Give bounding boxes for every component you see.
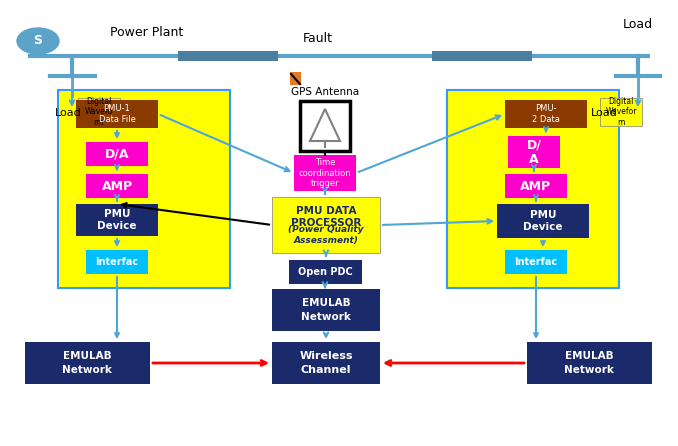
Text: Fault: Fault (303, 32, 333, 45)
FancyBboxPatch shape (527, 342, 652, 384)
Text: Load: Load (55, 108, 82, 118)
FancyBboxPatch shape (290, 72, 301, 85)
FancyBboxPatch shape (508, 136, 560, 168)
Text: Network: Network (301, 312, 351, 322)
Text: S: S (33, 34, 43, 48)
Text: PMU-
2 Data: PMU- 2 Data (532, 104, 560, 124)
FancyBboxPatch shape (505, 100, 587, 128)
Text: EMULAB: EMULAB (565, 351, 614, 361)
FancyBboxPatch shape (86, 250, 148, 274)
FancyBboxPatch shape (25, 342, 150, 384)
Text: PMU
Device: PMU Device (523, 210, 563, 232)
FancyBboxPatch shape (76, 100, 158, 128)
FancyBboxPatch shape (78, 98, 120, 126)
FancyBboxPatch shape (76, 204, 158, 236)
Text: Power Plant: Power Plant (110, 26, 183, 40)
Text: PMU
Device: PMU Device (97, 209, 137, 231)
FancyBboxPatch shape (86, 174, 148, 198)
FancyBboxPatch shape (272, 197, 380, 253)
FancyBboxPatch shape (272, 342, 380, 384)
Text: Network: Network (564, 365, 614, 375)
Text: Interfac: Interfac (96, 257, 138, 267)
Text: Digital
Wavefo
rm: Digital Wavefo rm (85, 97, 113, 127)
Text: EMULAB: EMULAB (302, 298, 351, 308)
Text: Interfac: Interfac (515, 257, 557, 267)
FancyBboxPatch shape (294, 155, 356, 191)
FancyBboxPatch shape (447, 90, 619, 288)
Text: Open PDC: Open PDC (298, 267, 353, 277)
Text: Network: Network (62, 365, 112, 375)
FancyBboxPatch shape (178, 51, 278, 61)
FancyBboxPatch shape (432, 51, 532, 61)
Text: GPS Antenna: GPS Antenna (291, 87, 359, 97)
Text: Wireless: Wireless (299, 351, 353, 361)
Text: D/A: D/A (104, 148, 129, 161)
Text: AMP: AMP (102, 179, 133, 193)
Text: D/
A: D/ A (527, 138, 542, 166)
FancyBboxPatch shape (58, 90, 230, 288)
FancyBboxPatch shape (505, 174, 567, 198)
Text: Time
coordination
trigger: Time coordination trigger (299, 158, 351, 188)
Text: Digital
Wavefor
m: Digital Wavefor m (605, 97, 637, 127)
Text: Load: Load (623, 17, 653, 30)
FancyBboxPatch shape (300, 101, 350, 151)
Text: Load: Load (591, 108, 618, 118)
FancyBboxPatch shape (272, 289, 380, 331)
Text: (Power Quality
Assessment): (Power Quality Assessment) (288, 225, 364, 245)
FancyBboxPatch shape (86, 142, 148, 166)
Text: Channel: Channel (301, 365, 351, 375)
Ellipse shape (17, 28, 59, 54)
Text: PMU-1
Data File: PMU-1 Data File (98, 104, 136, 124)
Text: PMU DATA
PROCESSOR: PMU DATA PROCESSOR (291, 206, 361, 228)
FancyBboxPatch shape (497, 204, 589, 238)
Text: EMULAB: EMULAB (62, 351, 111, 361)
FancyBboxPatch shape (600, 98, 642, 126)
FancyBboxPatch shape (505, 250, 567, 274)
Text: AMP: AMP (521, 179, 552, 193)
FancyBboxPatch shape (289, 260, 362, 284)
